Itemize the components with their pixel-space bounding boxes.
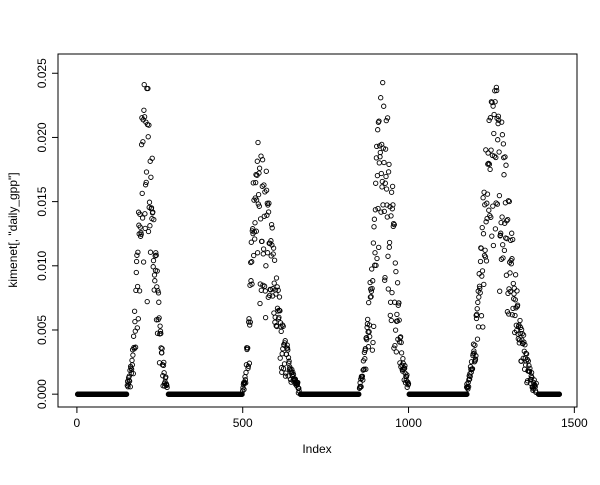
y-tick-label: 0.020 bbox=[35, 122, 49, 152]
plot-box bbox=[57, 53, 578, 408]
y-tick-label: 0.025 bbox=[35, 58, 49, 88]
x-axis: 0 500 1000 1500 bbox=[74, 407, 588, 430]
y-axis-label: kimenet[, "daily_gpp"] bbox=[6, 172, 20, 287]
x-tick-label: 1000 bbox=[395, 416, 422, 430]
x-axis-label: Index bbox=[302, 442, 331, 456]
y-tick-label: 0.005 bbox=[35, 315, 49, 345]
x-tick-label: 500 bbox=[233, 416, 253, 430]
y-tick-label: 0.015 bbox=[35, 186, 49, 216]
x-tick-label: 1500 bbox=[561, 416, 588, 430]
data-points bbox=[74, 79, 563, 397]
y-tick-label: 0.000 bbox=[35, 379, 49, 409]
x-tick-label: 0 bbox=[74, 416, 81, 430]
y-axis: 0.000 0.005 0.010 0.015 0.020 0.025 bbox=[35, 58, 58, 409]
y-tick-label: 0.010 bbox=[35, 250, 49, 280]
